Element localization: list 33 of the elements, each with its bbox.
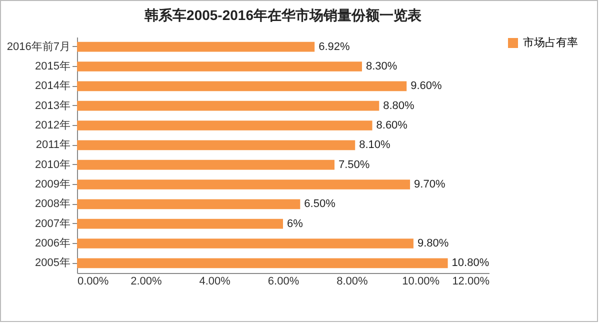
x-tick-label: 12.00%: [452, 276, 490, 288]
y-tick-label: 2008年: [35, 198, 70, 210]
data-label: 7.50%: [338, 158, 370, 171]
legend-label: 市场占有率: [523, 36, 578, 49]
data-label: 8.10%: [359, 139, 391, 152]
x-tick-label: 8.00%: [336, 276, 368, 288]
data-label: 8.30%: [366, 60, 398, 72]
y-tick-label: 2012年: [35, 120, 70, 132]
data-label: 10.80%: [452, 257, 490, 270]
y-tick-label: 2007年: [35, 218, 70, 230]
data-label: 6.92%: [318, 40, 350, 53]
y-tick-label: 2006年: [35, 238, 70, 250]
data-label: 9.60%: [410, 80, 442, 92]
data-label: 6.50%: [304, 198, 336, 210]
x-tick-label: 2.00%: [130, 276, 162, 288]
y-tick-label: 2014年: [35, 80, 70, 92]
x-tick-label: 4.00%: [199, 276, 231, 288]
chart-title: 韩系车2005-2016年在华市场销量份额一览表: [144, 7, 422, 23]
y-tick-label: 2015年: [35, 60, 70, 72]
y-tick-label: 2005年: [35, 257, 70, 270]
y-tick-label: 2016年前7月: [6, 40, 70, 53]
data-label: 8.60%: [376, 120, 408, 132]
x-tick-label: 6.00%: [268, 276, 300, 288]
data-label: 8.80%: [383, 100, 415, 112]
x-tick-label: 10.00%: [402, 276, 440, 288]
y-tick-label: 2011年: [36, 139, 70, 152]
y-tick-label: 2013年: [35, 100, 70, 112]
data-label: 6%: [287, 218, 304, 230]
y-tick-label: 2010年: [35, 158, 70, 171]
data-label: 9.70%: [414, 178, 446, 190]
x-tick-label: 0.00%: [78, 276, 109, 288]
y-tick-label: 2009年: [35, 178, 70, 190]
data-label: 9.80%: [417, 238, 449, 250]
